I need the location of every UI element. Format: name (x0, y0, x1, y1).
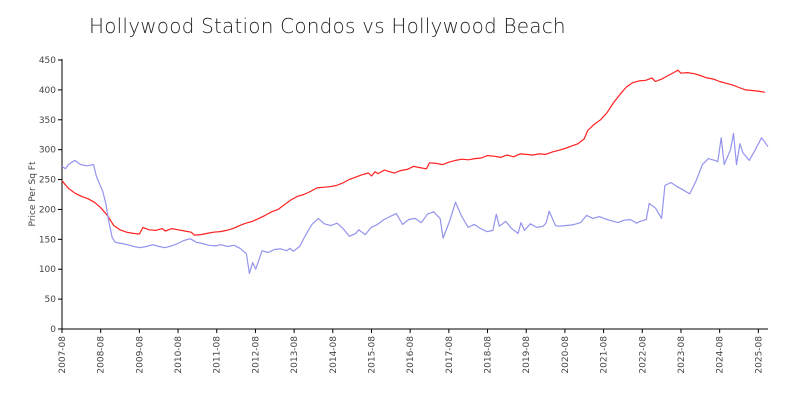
x-tick-label: 2019-08 (522, 336, 532, 374)
y-tick-label: 200 (39, 205, 56, 215)
y-tick-label: 450 (39, 56, 56, 66)
x-tick-label: 2024-08 (716, 336, 726, 374)
x-tick-label: 2010-08 (174, 336, 184, 374)
y-tick-label: 50 (45, 295, 57, 305)
y-tick-label: 350 (39, 116, 56, 126)
x-tick-label: 2015-08 (367, 336, 377, 374)
x-tick-label: 2023-08 (677, 336, 687, 374)
y-tick-label: 250 (39, 176, 56, 186)
axes: 0 50 100 150 200 250 300 350 400 450 2007-08 2008-0… (39, 56, 768, 374)
y-axis-title: Price Per Sq Ft (28, 161, 38, 226)
y-tick-label: 0 (50, 325, 56, 335)
chart-title: Hollywood Station Condos vs Hollywood Be… (89, 14, 566, 38)
x-tick-label: 2016-08 (406, 336, 416, 374)
x-tick-label: 2012-08 (251, 336, 261, 374)
x-tick-label: 2013-08 (290, 336, 300, 374)
x-tick-label: 2020-08 (561, 336, 571, 374)
x-tick-label: 2007-08 (58, 336, 68, 374)
series-line-2 (61, 132, 769, 274)
x-tick-label: 2018-08 (484, 336, 494, 374)
x-tick-label: 2009-08 (135, 336, 145, 374)
y-tick-label: 400 (39, 86, 56, 96)
series-layer (61, 69, 769, 274)
x-tick-label: 2011-08 (213, 336, 223, 374)
x-tick-label: 2022-08 (638, 336, 648, 374)
y-tick-label: 300 (39, 146, 56, 156)
series-line-1 (61, 69, 766, 236)
x-tick-label: 2008-08 (97, 336, 107, 374)
x-tick-label: 2014-08 (329, 336, 339, 374)
y-tick-label: 100 (39, 265, 56, 275)
x-tick-label: 2017-08 (445, 336, 455, 374)
x-tick-label: 2025-08 (754, 336, 764, 374)
x-tick-label: 2021-08 (600, 336, 610, 374)
y-tick-label: 150 (39, 235, 56, 245)
